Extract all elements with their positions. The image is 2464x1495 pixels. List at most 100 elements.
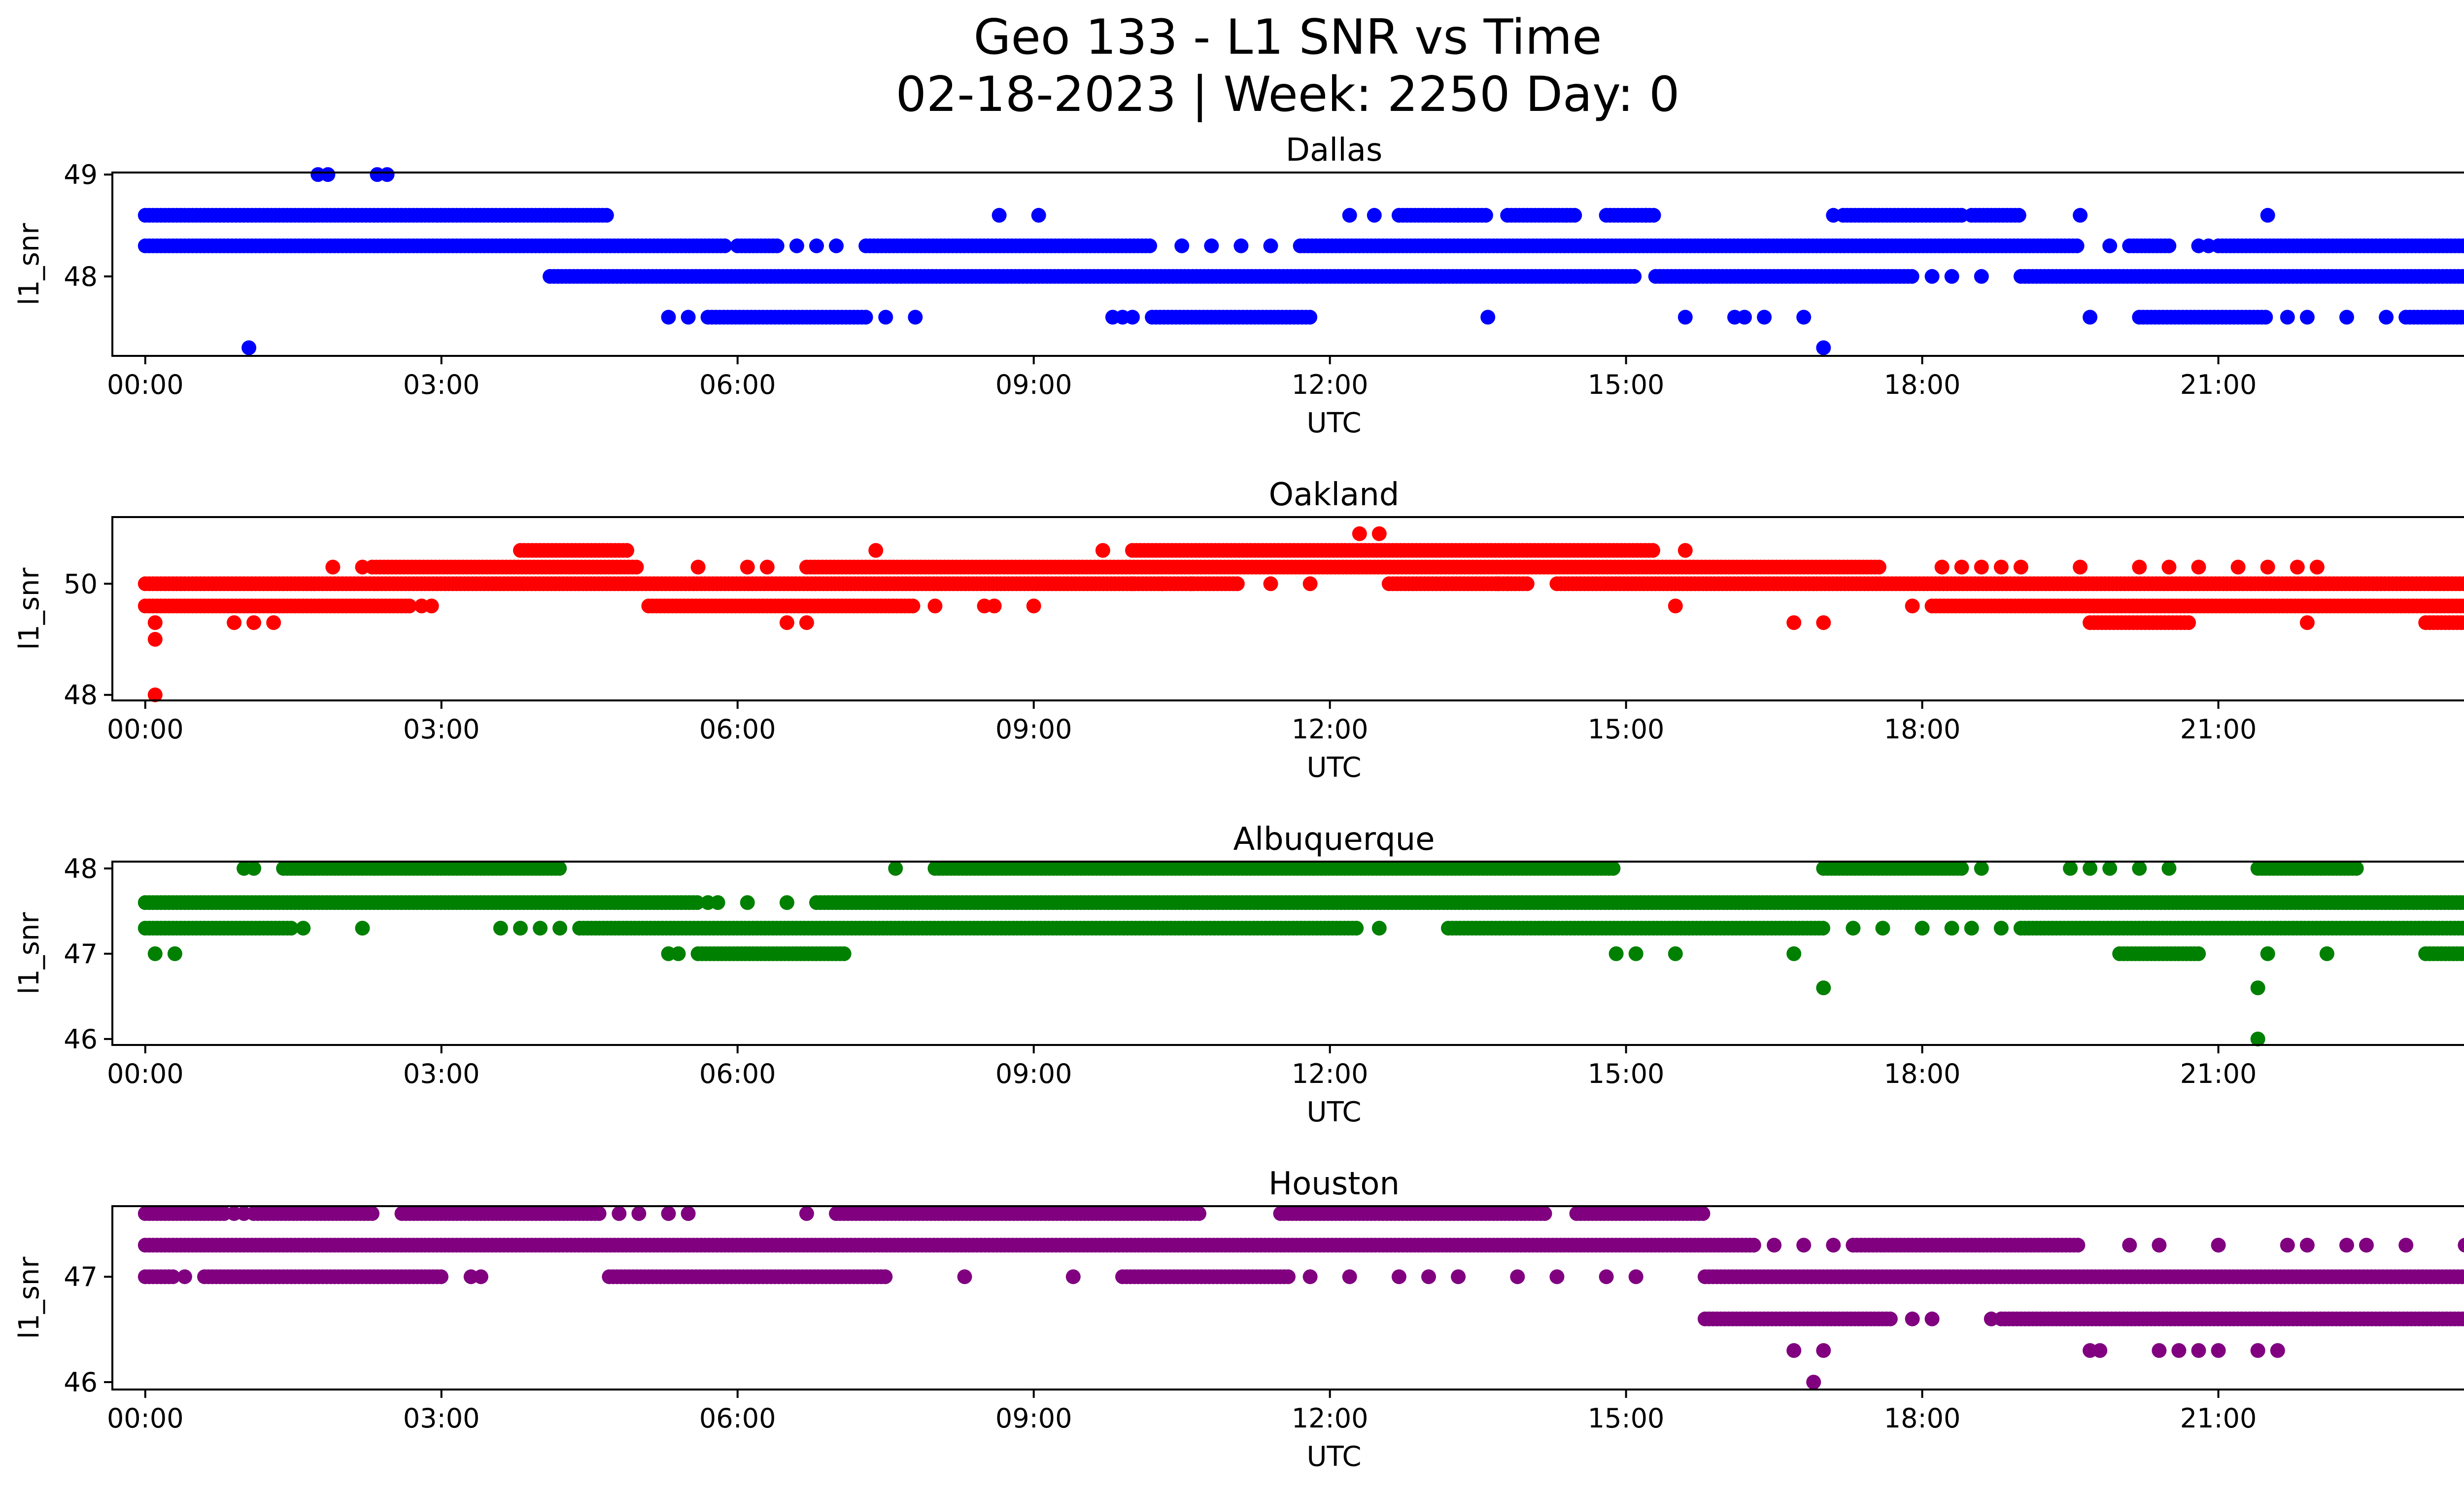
data-point [424, 598, 439, 614]
x-tick-label: 21:00 [2180, 1058, 2257, 1089]
x-tick-label: 09:00 [995, 714, 1072, 745]
data-point [320, 167, 336, 182]
data-point [1367, 208, 1382, 223]
data-point [2319, 946, 2334, 961]
data-point [1204, 238, 1219, 253]
data-point [2073, 559, 2088, 575]
data-point [2161, 559, 2177, 575]
data-point [2462, 617, 2464, 628]
data-point [2260, 559, 2275, 575]
data-point [513, 921, 528, 936]
y-tick-label: 47 [64, 1261, 98, 1292]
y-tick-label: 46 [64, 1024, 98, 1055]
data-point [858, 310, 873, 325]
data-point [1786, 615, 1802, 630]
data-point [2013, 559, 2028, 575]
y-tick-label: 48 [64, 853, 98, 884]
x-tick-label: 21:00 [2180, 714, 2257, 745]
y-axis-label: l1_snr [13, 912, 45, 995]
data-point [2083, 861, 2098, 876]
data-point [1155, 576, 1170, 591]
x-tick-label: 06:00 [699, 369, 776, 400]
data-point [2299, 310, 2315, 325]
figure-title-line-1: Geo 133 - L1 SNR vs Time [973, 9, 1602, 66]
x-tick-label: 09:00 [995, 1403, 1072, 1434]
x-tick-label: 15:00 [1588, 369, 1665, 400]
data-point [799, 615, 814, 630]
data-point [2290, 559, 2305, 575]
data-point [2280, 310, 2295, 325]
data-point [1125, 576, 1140, 591]
data-point [1371, 921, 1387, 936]
data-point [1451, 208, 1466, 223]
data-point [779, 895, 794, 910]
data-point [868, 543, 884, 558]
data-point [878, 310, 893, 325]
data-point [690, 559, 706, 575]
y-tick-label: 50 [64, 568, 98, 599]
data-point [2191, 946, 2206, 961]
data-point [619, 543, 634, 558]
data-point [1816, 340, 1831, 355]
data-point [1846, 921, 1861, 936]
data-point [1815, 921, 1830, 936]
data-point [1125, 310, 1140, 325]
data-point [1993, 559, 2009, 575]
subplot-title: Albuquerque [1233, 821, 1435, 858]
data-point [1095, 543, 1110, 558]
data-point [2458, 946, 2464, 961]
y-tick-label: 48 [64, 261, 98, 292]
data-point [147, 946, 163, 961]
data-point [1974, 861, 1989, 876]
data-point [629, 559, 644, 575]
x-axis-label: UTC [1306, 1096, 1361, 1128]
data-point [1816, 615, 1831, 630]
data-point [671, 946, 686, 961]
data-point [2191, 559, 2206, 575]
data-point [552, 921, 568, 936]
data-point [1230, 576, 1245, 591]
data-point [1606, 861, 1621, 876]
data-point [2458, 615, 2464, 630]
data-point [2459, 239, 2464, 253]
data-point [2250, 980, 2265, 996]
data-point [591, 1206, 607, 1221]
data-point [1974, 269, 1989, 284]
data-point [2462, 312, 2464, 323]
data-point [147, 615, 163, 630]
data-point [1192, 1206, 1206, 1221]
data-point [987, 598, 1002, 614]
x-axis-label: UTC [1306, 407, 1361, 439]
data-point [365, 1206, 380, 1221]
data-point [1974, 559, 1989, 575]
data-point [552, 861, 567, 876]
data-point [1302, 310, 1318, 325]
data-point [1174, 238, 1190, 253]
data-point [167, 946, 182, 961]
data-point [355, 559, 370, 575]
data-point [2083, 310, 2098, 325]
axes-frame [111, 172, 2464, 357]
x-tick-label: 15:00 [1588, 1403, 1665, 1434]
series-points [137, 861, 2464, 1046]
data-point [1342, 208, 1357, 223]
x-tick-label: 06:00 [699, 1403, 776, 1434]
data-point [2063, 861, 2078, 876]
y-axis-label: l1_snr [13, 223, 45, 306]
axes-frame [111, 516, 2464, 701]
figure-title-line-2: 02-18-2023 | Week: 2250 Day: 0 [895, 67, 1680, 123]
data-point [2349, 861, 2364, 876]
data-point [2339, 310, 2354, 325]
data-point [2459, 269, 2464, 283]
data-point [2461, 600, 2464, 612]
data-point [2069, 238, 2085, 253]
data-point [1668, 598, 1683, 614]
x-axis-label: UTC [1306, 752, 1361, 784]
x-tick-label: 00:00 [107, 714, 184, 745]
data-point [2102, 861, 2118, 876]
x-tick-label: 03:00 [403, 714, 480, 745]
y-tick-label: 48 [64, 680, 98, 711]
data-point [2181, 615, 2196, 630]
